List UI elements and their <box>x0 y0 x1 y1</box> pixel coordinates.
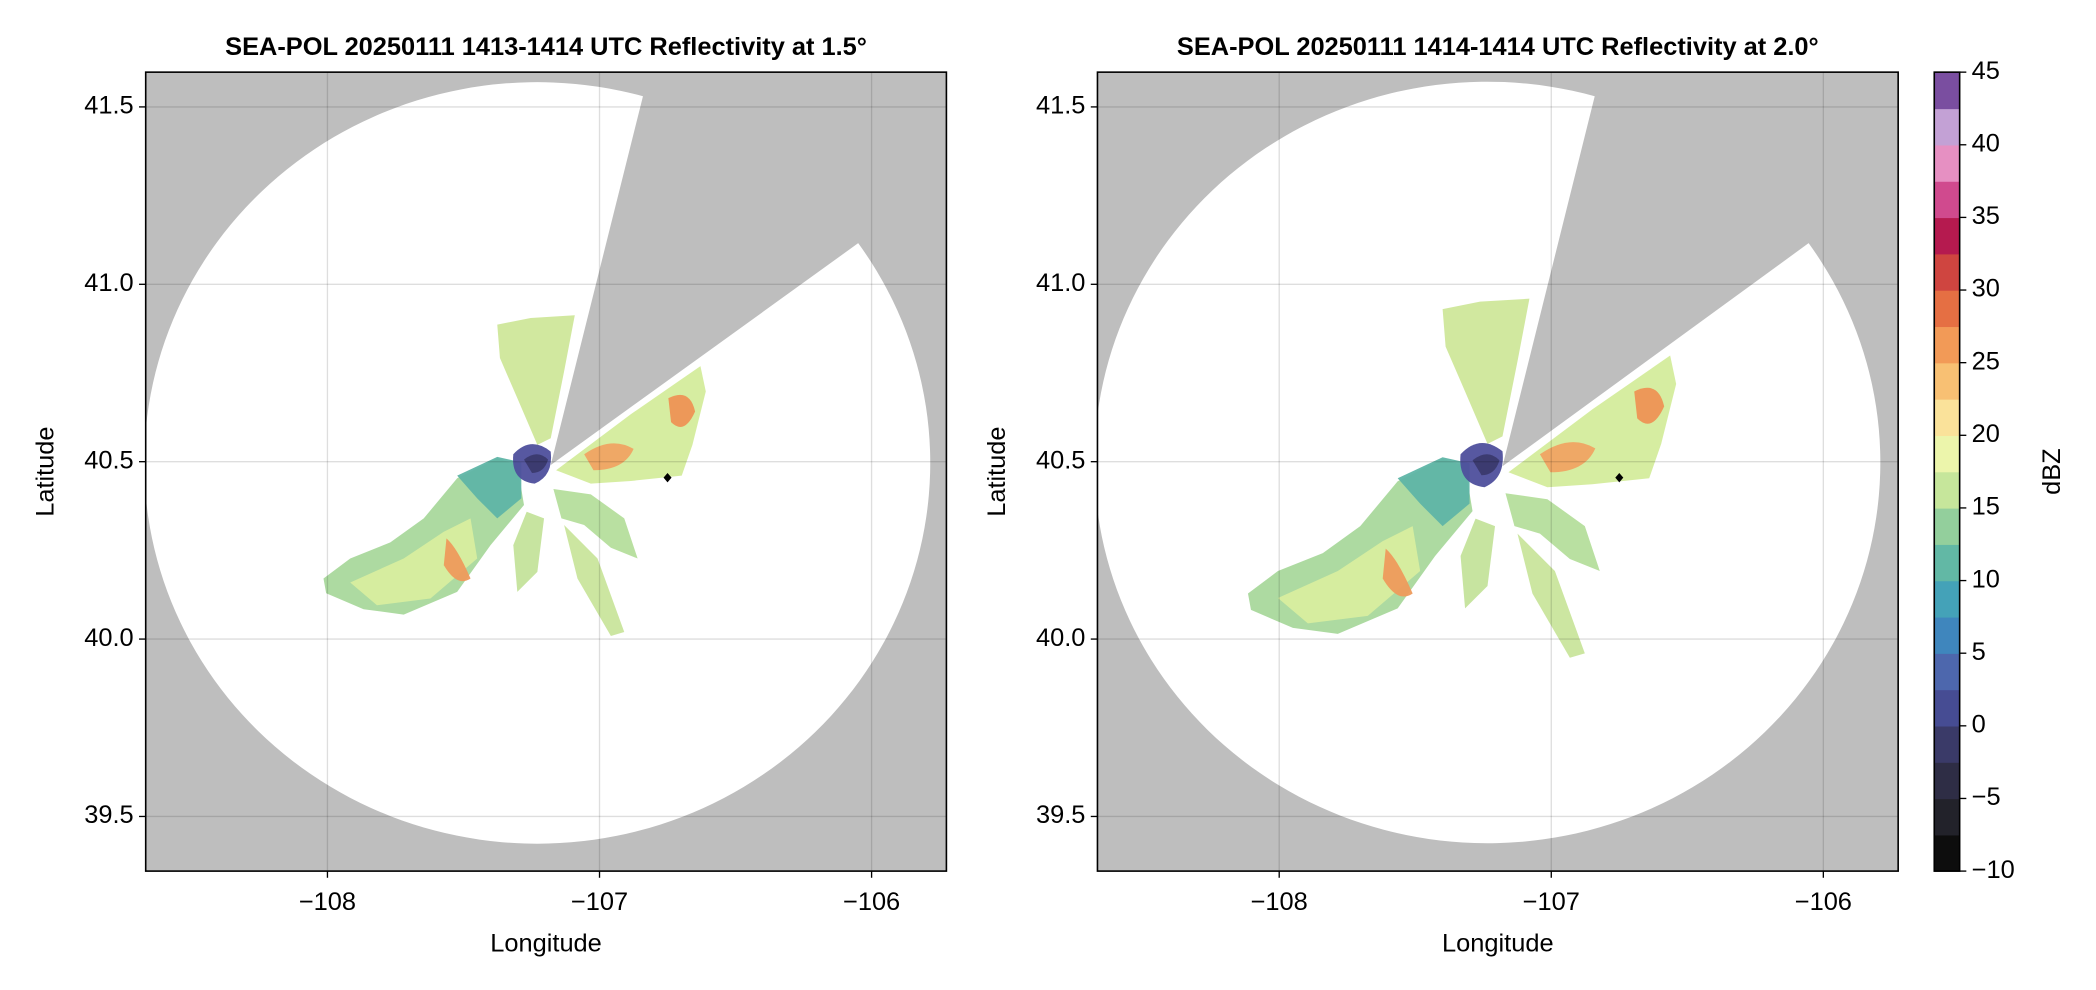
colorbar-bin <box>1934 762 1960 800</box>
colorbar-tick-label: 0 <box>1972 711 1986 739</box>
colorbar-bin <box>1934 217 1960 255</box>
panel <box>144 72 947 872</box>
colorbar-bin <box>1934 616 1960 654</box>
x-tick-label: −107 <box>1523 888 1580 916</box>
colorbar-tick-label: −5 <box>1972 783 2001 811</box>
echo <box>1517 533 1585 658</box>
colorbar-bin <box>1934 253 1960 291</box>
colorbar-bin <box>1934 290 1960 328</box>
colorbar-tick-label: 25 <box>1972 347 2000 375</box>
y-tick-label: 41.5 <box>1036 92 1085 120</box>
y-tick-label: 40.5 <box>1036 446 1085 474</box>
x-tick-label: −108 <box>299 888 356 916</box>
echo <box>584 443 634 471</box>
echo-field <box>1247 298 1677 658</box>
echo <box>524 454 549 473</box>
colorbar-bin <box>1934 544 1960 582</box>
x-tick-label: −108 <box>1251 888 1308 916</box>
colorbar-tick-label: −10 <box>1972 856 2015 884</box>
echo <box>1277 526 1421 624</box>
y-tick-label: 41.5 <box>84 92 133 120</box>
echo <box>1539 442 1596 473</box>
x-axis-label: Longitude <box>490 929 602 957</box>
y-tick-label: 40.0 <box>1036 624 1085 652</box>
echo-field <box>323 315 706 636</box>
colorbar-bin <box>1934 580 1960 618</box>
colorbar-tick-label: 30 <box>1972 275 2000 303</box>
colorbar-bin <box>1934 798 1960 836</box>
echo <box>1382 548 1413 597</box>
x-axis-label: Longitude <box>1442 929 1554 957</box>
colorbar-bin <box>1934 834 1960 872</box>
colorbar-bin <box>1934 108 1960 146</box>
colorbar-tick-label: 35 <box>1972 202 2000 230</box>
colorbar-bin <box>1934 398 1960 436</box>
colorbar-frame <box>1933 71 1961 872</box>
echo <box>513 511 545 592</box>
echo <box>457 456 522 519</box>
echo <box>668 394 696 427</box>
y-tick-label: 40.5 <box>84 446 133 474</box>
colorbar-bin <box>1934 72 1960 110</box>
y-axis-label: Latitude <box>983 426 1011 516</box>
y-axis-label: Latitude <box>31 426 59 516</box>
echo <box>553 488 638 559</box>
colorbar-tick-label: 15 <box>1972 493 2000 521</box>
colorbar-bin <box>1934 689 1960 727</box>
x-tick-label: −106 <box>843 888 900 916</box>
echo <box>564 525 625 636</box>
y-tick-label: 39.5 <box>84 801 133 829</box>
panel <box>1094 72 1899 872</box>
chart-title: SEA-POL 20250111 1413-1414 UTC Reflectiv… <box>225 33 867 61</box>
y-tick-label: 41.0 <box>1036 269 1085 297</box>
colorbar-bin <box>1934 362 1960 400</box>
y-tick-label: 41.0 <box>84 269 133 297</box>
y-tick-label: 40.0 <box>84 624 133 652</box>
echo <box>497 315 575 445</box>
echo <box>1397 457 1470 527</box>
echo <box>1505 493 1600 572</box>
colorbar-bin <box>1934 181 1960 219</box>
x-tick-label: −107 <box>571 888 628 916</box>
echo <box>1634 387 1665 424</box>
colorbar-tick-label: 5 <box>1972 638 1986 666</box>
echo <box>1460 518 1496 609</box>
echo <box>443 538 471 582</box>
colorbar-bin <box>1934 507 1960 545</box>
colorbar-bin <box>1934 653 1960 691</box>
colorbar-tick-label: 40 <box>1972 129 2000 157</box>
y-tick-label: 39.5 <box>1036 801 1085 829</box>
colorbar-bin <box>1934 725 1960 763</box>
colorbar-bin <box>1934 144 1960 182</box>
colorbar-bin <box>1934 435 1960 473</box>
colorbar-bin <box>1934 471 1960 509</box>
echo <box>1442 298 1530 444</box>
colorbar-label: dBZ <box>2038 448 2066 495</box>
colorbar-tick-label: 20 <box>1972 420 2000 448</box>
colorbar-tick-label: 10 <box>1972 565 2000 593</box>
x-tick-label: −106 <box>1795 888 1852 916</box>
plot-frame <box>144 71 948 872</box>
plot-frame <box>1096 71 1899 872</box>
echo <box>1472 454 1500 476</box>
colorbar-tick-label: 45 <box>1972 57 2000 85</box>
colorbar-bin <box>1934 326 1960 364</box>
chart-title: SEA-POL 20250111 1414-1414 UTC Reflectiv… <box>1177 33 1819 61</box>
echo <box>350 518 478 606</box>
